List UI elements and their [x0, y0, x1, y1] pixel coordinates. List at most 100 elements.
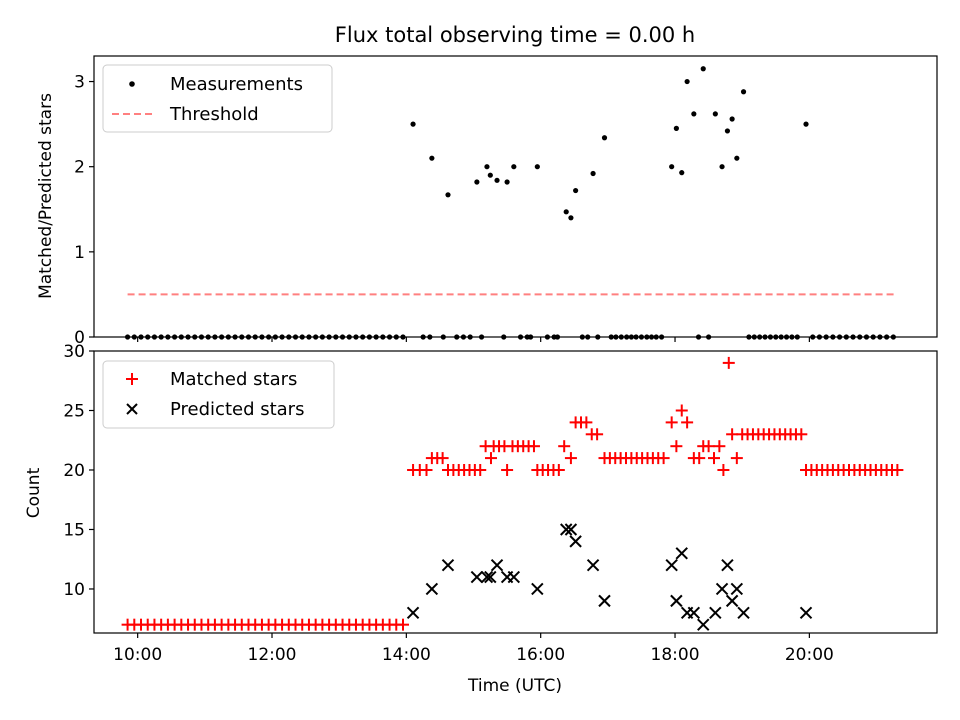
measurement-point-47: [445, 192, 451, 198]
matched-star-point-100: [717, 463, 730, 476]
predicted-star-point-10: [560, 523, 573, 536]
measurement-point-73: [601, 135, 608, 141]
matched-star-point-44: [420, 463, 433, 476]
measurement-point-93: [712, 111, 718, 117]
predicted-star-point-23: [721, 558, 734, 572]
top-legend: Measurements Threshold: [102, 64, 333, 133]
predicted-star-point-9: [531, 582, 544, 596]
measurement-point-87: [679, 170, 685, 176]
matched-star-point-93: [681, 416, 694, 429]
measurement-point-45: [429, 155, 435, 161]
x-tick-label-1: 12:00: [248, 645, 297, 665]
matched-star-point-115: [795, 428, 808, 441]
top-panel: Flux total observing time = 0.00 h 0123 …: [36, 23, 938, 348]
predicted-star-point-8: [507, 570, 521, 584]
matched-star-point-75: [580, 416, 593, 429]
matched-star-point-65: [527, 440, 540, 453]
measurement-point-96: [729, 116, 735, 122]
top-x-ticks: [137, 337, 810, 342]
predicted-star-point-11: [564, 523, 578, 536]
bottom-y-ticks: 10 15 20 25 30: [63, 342, 94, 600]
matched-star-point-99: [713, 440, 726, 453]
matched-star-point-54: [474, 463, 487, 476]
predicted-star-point-3: [470, 570, 484, 584]
predicted-star-point-17: [675, 547, 688, 560]
measurement-point-58: [511, 164, 517, 170]
measurement-point-94: [719, 164, 725, 170]
predicted-star-point-22: [715, 582, 729, 596]
predicted-star-point-14: [598, 594, 611, 608]
predicted-star-point-16: [670, 594, 683, 608]
predicted-star-point-12: [569, 535, 582, 548]
predicted-star-point-26: [737, 606, 750, 619]
matched-star-point-101: [722, 356, 735, 369]
legend-measurements-marker: [129, 81, 135, 87]
measurement-point-55: [494, 177, 500, 183]
predicted-star-point-6: [490, 558, 504, 572]
matched-star-point-71: [558, 440, 571, 453]
predicted-star-point-21: [709, 606, 722, 619]
chart-title: Flux total observing time = 0.00 h: [335, 23, 695, 47]
bottom-y-axis-label: Count: [24, 467, 44, 518]
matched-star-point-95: [693, 452, 706, 465]
measurement-point-42: [410, 121, 416, 127]
predicted-star-point-0: [406, 606, 420, 619]
matched-star-point-77: [591, 428, 604, 441]
top-legend-box: [102, 64, 333, 133]
measurement-point-71: [590, 170, 596, 177]
legend-predicted-label: Predicted stars: [170, 399, 304, 420]
legend-predicted-marker: [126, 403, 138, 415]
bottom-y-tick-label-2: 20: [63, 461, 85, 481]
predicted-star-point-20: [697, 618, 710, 631]
bottom-panel: 10 15 20 25 30 10:00 12:00 14:00 16:00 18:00 20:0…: [24, 342, 938, 696]
measurement-point-86: [673, 125, 679, 131]
bottom-legend-box: [102, 360, 335, 429]
legend-matched-label: Matched stars: [170, 369, 297, 390]
predicted-star-point-5: [484, 570, 497, 584]
matched-star-point-92: [675, 404, 688, 417]
measurement-point-97: [734, 155, 740, 161]
matched-star-point-56: [484, 452, 497, 465]
top-axes-frame: [93, 55, 938, 338]
predicted-star-point-1: [425, 582, 439, 596]
matched-star-point-60: [501, 463, 514, 476]
measurement-point-109: [803, 121, 809, 127]
predicted-star-point-24: [725, 594, 739, 608]
measurement-point-95: [724, 128, 731, 134]
bottom-axes-frame: [93, 350, 938, 634]
matched-star-point-103: [730, 452, 743, 465]
matched-star-point-90: [665, 416, 678, 429]
matched-star-point-98: [707, 452, 720, 465]
measurement-point-62: [534, 164, 540, 170]
bottom-y-tick-label-4: 30: [63, 342, 85, 362]
legend-matched-marker: [126, 373, 138, 385]
bottom-y-tick-label-1: 15: [63, 520, 85, 540]
measurement-point-85: [669, 164, 675, 170]
measurement-point-51: [474, 179, 480, 185]
top-y-tick-label-2: 2: [74, 158, 85, 178]
x-tick-label-0: 10:00: [113, 645, 162, 665]
measurement-point-57: [504, 179, 510, 185]
x-axis-label: Time (UTC): [467, 676, 562, 696]
matched-star-point-70: [552, 463, 565, 476]
measurement-point-67: [568, 215, 574, 221]
bottom-legend: Matched stars Predicted stars: [102, 360, 335, 429]
measurement-point-68: [573, 187, 579, 194]
predicted-star-point-27: [799, 606, 813, 619]
top-y-tick-label-3: 3: [74, 73, 85, 93]
bottom-marks: [121, 356, 904, 631]
measurement-point-88: [684, 78, 690, 85]
matched-star-point-89: [657, 452, 670, 465]
bottom-x-ticks: 10:00 12:00 14:00 16:00 18:00 20:00: [113, 633, 834, 665]
matched-star-point-72: [564, 452, 577, 465]
measurement-point-91: [700, 66, 706, 72]
measurement-point-53: [484, 164, 490, 170]
matched-star-point-133: [891, 463, 904, 476]
top-marks: [124, 66, 897, 340]
legend-measurements-label: Measurements: [170, 74, 303, 95]
measurement-point-98: [740, 89, 747, 95]
matched-star-point-41: [396, 618, 409, 631]
legend-threshold-label: Threshold: [169, 104, 259, 125]
matched-star-point-97: [702, 440, 715, 453]
